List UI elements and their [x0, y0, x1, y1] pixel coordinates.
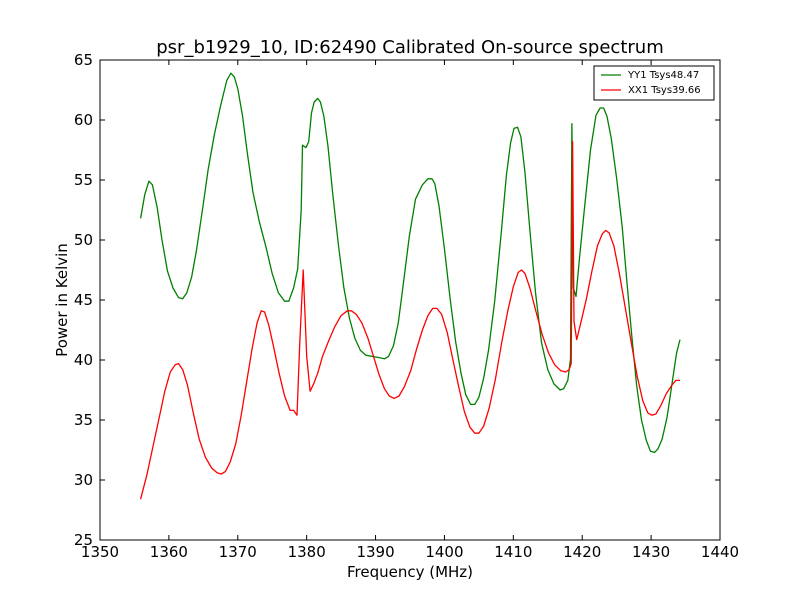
series-line-yy1: [139, 72, 681, 454]
x-tick-label: 1420: [563, 543, 601, 561]
y-tick-label: 60: [74, 111, 93, 129]
y-tick-label: 50: [74, 231, 93, 249]
legend: YY1 Tsys48.47 XX1 Tsys39.66: [593, 65, 715, 101]
y-tick-label: 35: [74, 411, 93, 429]
plot-area: [100, 60, 720, 540]
y-tick-label: 30: [74, 471, 93, 489]
x-tick-label: 1350: [81, 543, 119, 561]
y-tick-label: 40: [74, 351, 93, 369]
plot-frame: [99, 59, 721, 541]
x-tick-label: 1370: [219, 543, 257, 561]
series-layer: [139, 72, 681, 500]
x-axis-label: Frequency (MHz): [347, 563, 473, 581]
x-tick-label: 1400: [425, 543, 463, 561]
x-tick-label: 1440: [701, 543, 739, 561]
legend-label-yy1: YY1 Tsys48.47: [627, 70, 699, 81]
x-tick-label: 1380: [288, 543, 326, 561]
y-axis-label: Power in Kelvin: [53, 243, 71, 357]
chart-title: psr_b1929_10, ID:62490 Calibrated On-sou…: [156, 37, 663, 58]
legend-label-xx1: XX1 Tsys39.66: [628, 85, 701, 96]
series-line-xx1: [139, 140, 680, 500]
x-tick-label: 1360: [150, 543, 188, 561]
x-tick-label: 1410: [494, 543, 532, 561]
x-tick-label: 1430: [632, 543, 670, 561]
x-tick-label: 1390: [356, 543, 394, 561]
ticks-layer: 1350 1360 1370 1380 1390 1400 1410 1420 1430 1440…: [74, 51, 739, 561]
legend-box: [593, 65, 715, 101]
y-tick-label: 65: [74, 51, 93, 69]
y-tick-label: 55: [74, 171, 93, 189]
y-tick-label: 25: [74, 531, 93, 549]
y-tick-label: 45: [74, 291, 93, 309]
